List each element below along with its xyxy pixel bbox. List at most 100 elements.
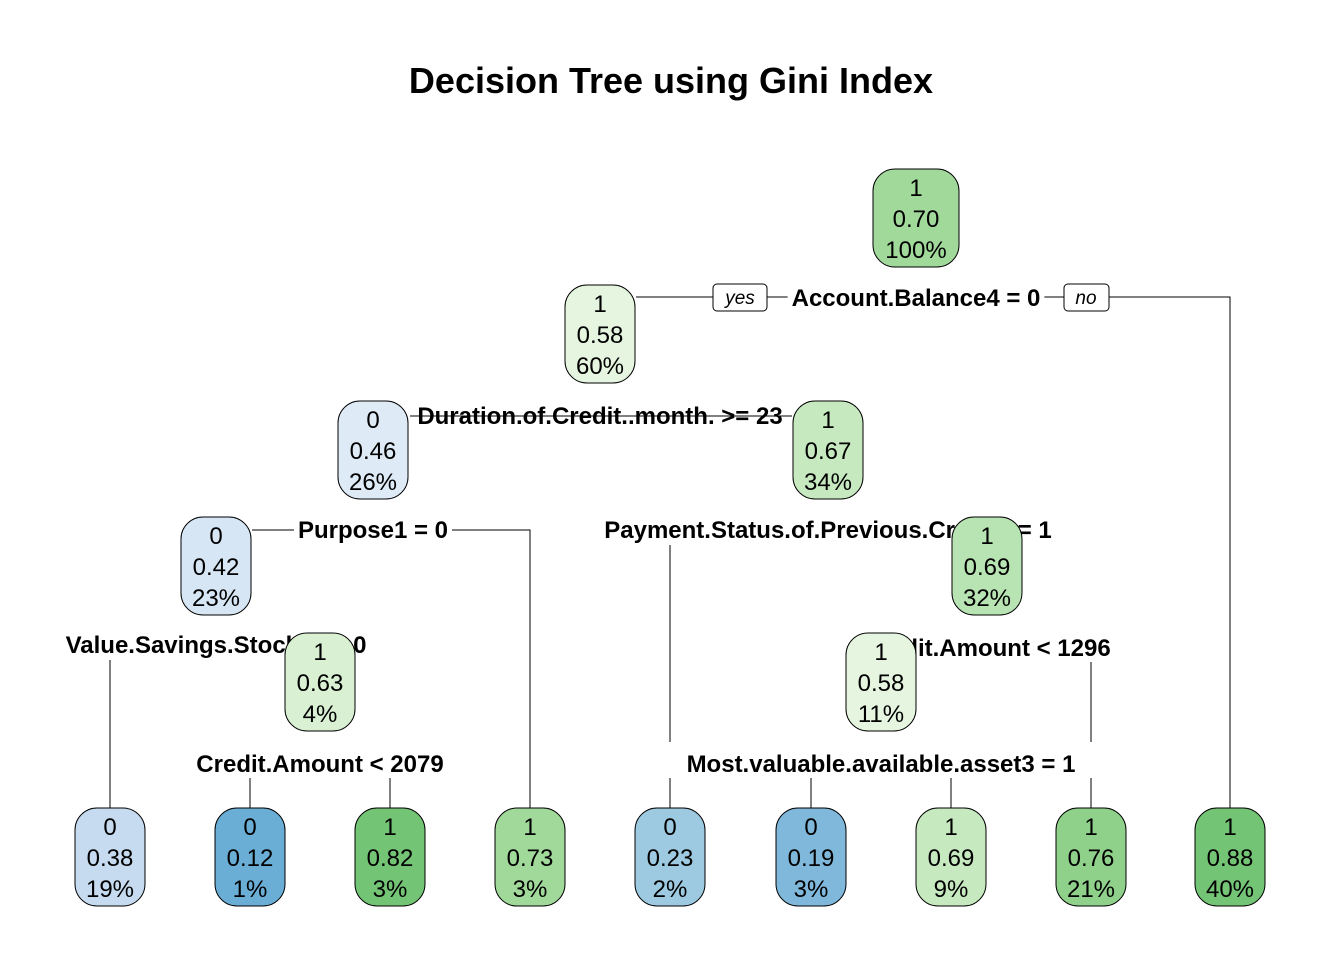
node-percent-l1: 19% [86,876,134,903]
node-class-l2: 0 [243,814,256,841]
split-label-s2: Duration.of.Credit..month. >= 23 [417,403,782,430]
node-prob-l7: 0.69 [928,845,975,872]
node-prob-l3: 0.82 [367,845,414,872]
node-prob-l8: 0.76 [1068,845,1115,872]
node-class-l4: 1 [523,814,536,841]
node-prob-n5: 0.42 [193,554,240,581]
node-class-n4: 1 [821,407,834,434]
node-box-n5 [180,516,252,616]
node-percent-l8: 21% [1067,876,1115,903]
tree-node-l8: 1 0.76 21% [1055,807,1127,907]
node-box-l7 [915,807,987,907]
node-box-l2 [214,807,286,907]
split-label-bg-s1 [787,285,1045,312]
tree-node-l6: 0 0.19 3% [775,807,847,907]
node-prob-n3: 0.46 [350,438,397,465]
no-label-text: no [1075,288,1096,309]
tree-node-l9: 1 0.88 40% [1194,807,1266,907]
node-percent-n6: 32% [963,585,1011,612]
node-prob-n2: 0.58 [577,322,624,349]
tree-node-n1: 1 0.70 100% [872,168,960,268]
node-class-n1: 1 [909,175,922,202]
node-class-l1: 0 [103,814,116,841]
tree-node-l3: 1 0.82 3% [354,807,426,907]
node-percent-n7: 4% [303,701,338,728]
tree-node-l2: 0 0.12 1% [214,807,286,907]
node-percent-n3: 26% [349,469,397,496]
node-box-n4 [792,400,864,500]
tree-nodes: 1 0.70 100% 1 0.58 60% 0 0.46 26% 1 0.67 34% 0 0.42 23… [74,168,1266,907]
node-percent-l6: 3% [794,876,829,903]
node-class-n3: 0 [366,407,379,434]
node-prob-l5: 0.23 [647,845,694,872]
node-box-l6 [775,807,847,907]
split-label-s3: Purpose1 = 0 [298,517,448,544]
node-prob-l9: 0.88 [1207,845,1254,872]
yes-label-text: yes [723,288,755,309]
node-box-l4 [494,807,566,907]
split-label-bg-s7 [192,751,448,778]
node-box-l8 [1055,807,1127,907]
node-percent-l2: 1% [233,876,268,903]
node-prob-l1: 0.38 [87,845,134,872]
node-box-n8 [845,632,917,732]
tree-node-n5: 0 0.42 23% [180,516,252,616]
tree-node-n6: 1 0.69 32% [951,516,1023,616]
split-label-s7: Credit.Amount < 2079 [196,751,443,778]
node-box-n2 [564,284,636,384]
node-percent-n5: 23% [192,585,240,612]
tree-node-n8: 1 0.58 11% [845,632,917,732]
chart-title: Decision Tree using Gini Index [409,60,933,101]
node-box-n3 [337,400,409,500]
node-class-n8: 1 [874,639,887,666]
node-class-l3: 1 [383,814,396,841]
tree-node-l1: 0 0.38 19% [74,807,146,907]
node-percent-l7: 9% [934,876,969,903]
node-box-n7 [284,632,356,732]
tree-node-n2: 1 0.58 60% [564,284,636,384]
node-percent-l5: 2% [653,876,688,903]
node-prob-n8: 0.58 [858,670,905,697]
node-prob-n1: 0.70 [893,206,940,233]
node-class-l5: 0 [663,814,676,841]
node-percent-n4: 34% [804,469,852,496]
node-class-l8: 1 [1084,814,1097,841]
tree-node-l4: 1 0.73 3% [494,807,566,907]
split-label-s8: Most.valuable.available.asset3 = 1 [687,751,1076,778]
node-prob-l2: 0.12 [227,845,274,872]
tree-node-l7: 1 0.69 9% [915,807,987,907]
node-class-l9: 1 [1223,814,1236,841]
no-label: no [1063,283,1110,312]
node-percent-n8: 11% [858,701,904,728]
node-class-n5: 0 [209,523,222,550]
tree-node-n7: 1 0.63 4% [284,632,356,732]
node-percent-l3: 3% [373,876,408,903]
yes-label: yes [712,283,768,312]
node-box-l1 [74,807,146,907]
node-class-l6: 0 [804,814,817,841]
node-box-l5 [634,807,706,907]
node-prob-n4: 0.67 [805,438,852,465]
node-class-n6: 1 [980,523,993,550]
split-label-s1: Account.Balance4 = 0 [792,285,1041,312]
tree-node-l5: 0 0.23 2% [634,807,706,907]
node-prob-l4: 0.73 [507,845,554,872]
node-box-l3 [354,807,426,907]
node-percent-n2: 60% [576,353,624,380]
node-box-n6 [951,516,1023,616]
split-label-bg-s8 [682,751,1080,778]
tree-edges [109,296,1231,808]
node-class-l7: 1 [944,814,957,841]
node-percent-l4: 3% [513,876,548,903]
node-class-n2: 1 [593,291,606,318]
edge-n1-n2 [636,296,1231,808]
tree-node-n3: 0 0.46 26% [337,400,409,500]
node-prob-l6: 0.19 [788,845,835,872]
node-box-l9 [1194,807,1266,907]
node-box-n1 [872,168,960,268]
node-percent-l9: 40% [1206,876,1254,903]
node-prob-n6: 0.69 [964,554,1011,581]
tree-node-n4: 1 0.67 34% [792,400,864,500]
node-percent-n1: 100% [885,237,946,264]
